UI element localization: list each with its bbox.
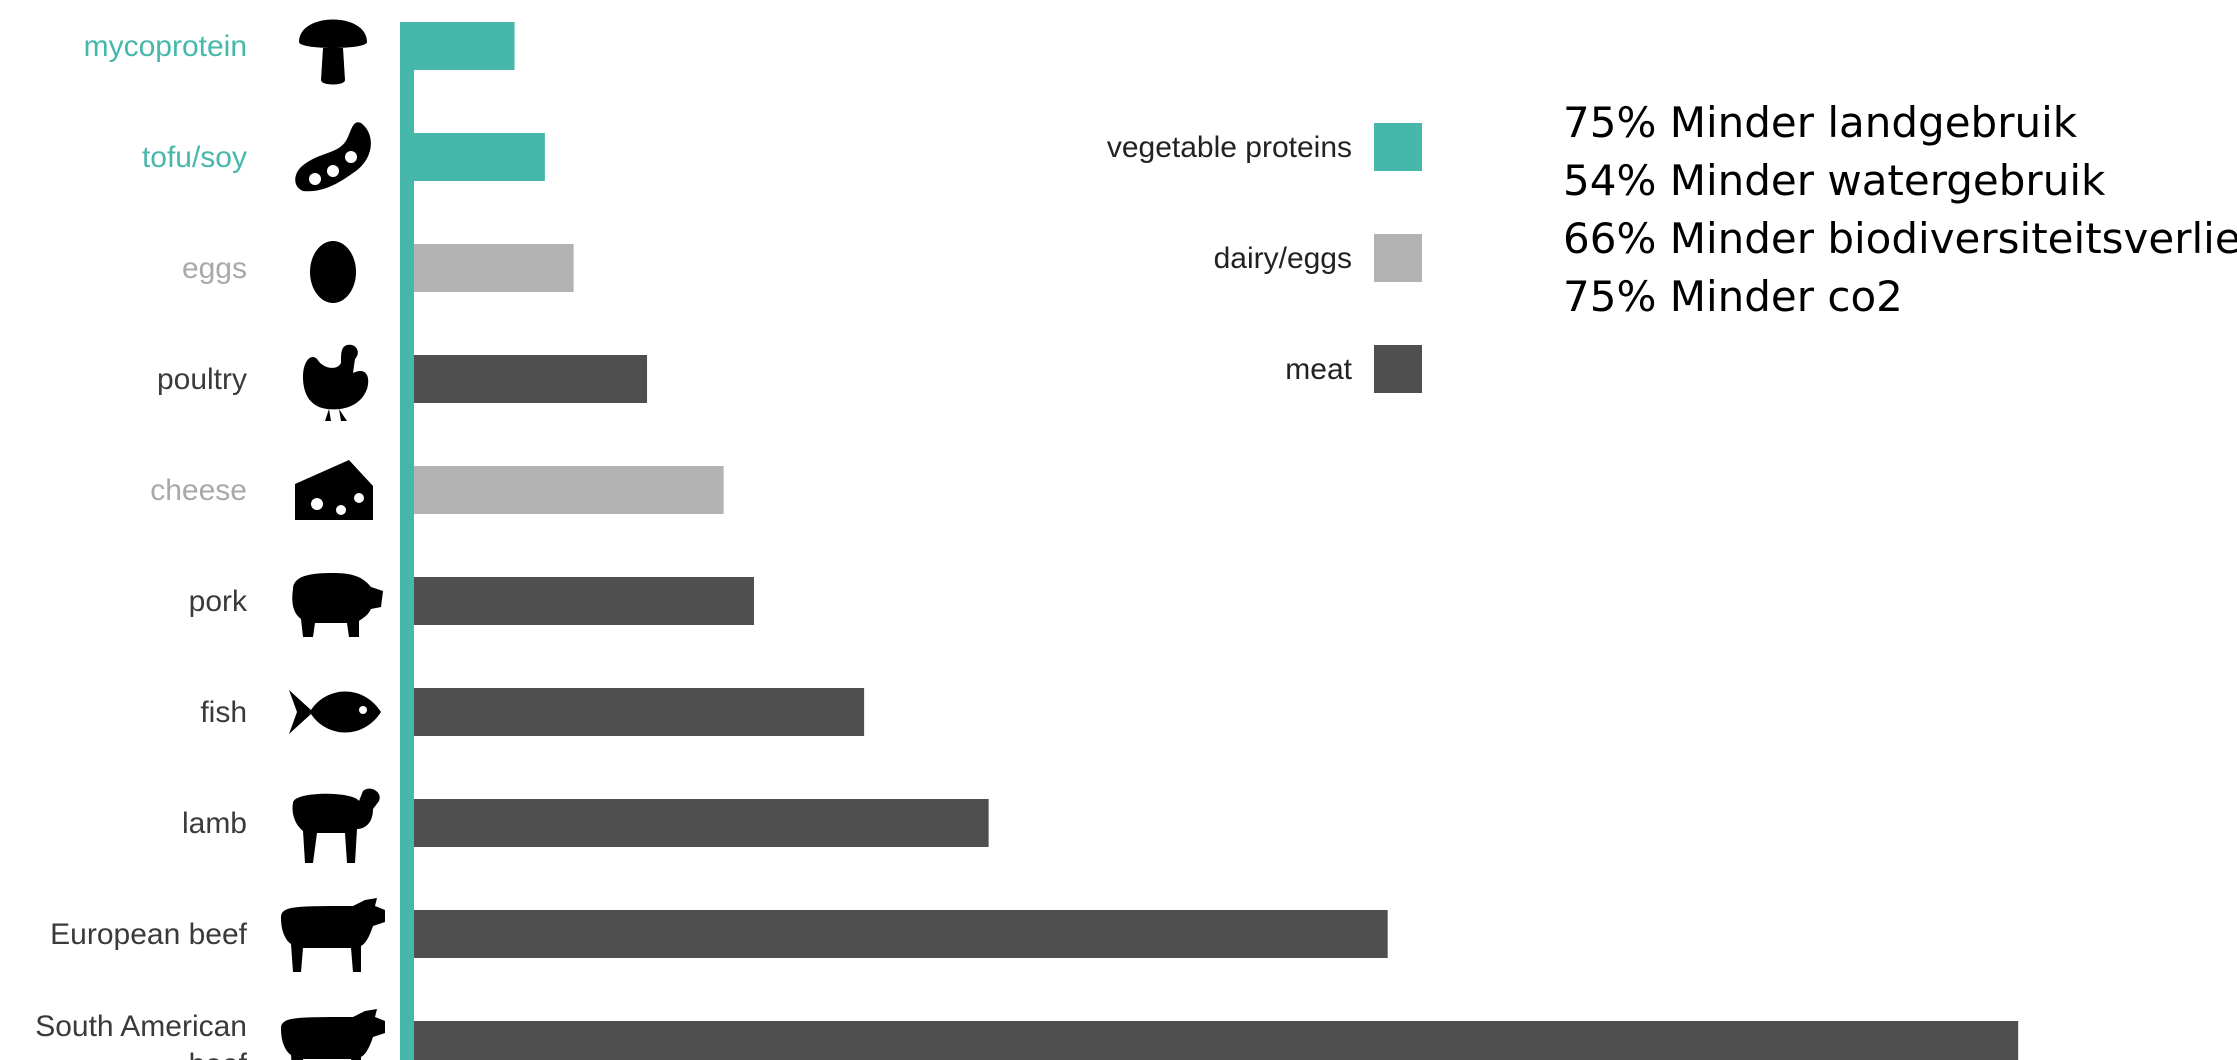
bar-tofu-soy <box>414 133 545 181</box>
note-line: 75% Minder co2 <box>1563 272 1903 321</box>
bar-fish <box>414 688 865 736</box>
summary-notes: 75% Minder landgebruik 54% Minder waterge… <box>1563 94 2237 326</box>
note-line: 75% Minder landgebruik <box>1563 98 2078 147</box>
egg-icon <box>310 241 356 303</box>
pig-icon <box>292 573 383 637</box>
cow-icon <box>281 898 385 972</box>
mushroom-icon <box>299 19 367 85</box>
category-label: mycoprotein <box>84 30 247 63</box>
bar-mycoprotein <box>414 22 515 70</box>
bar-pork <box>414 577 754 625</box>
bar-lamb <box>414 799 989 847</box>
category-label: eggs <box>182 252 247 285</box>
note-line: 54% Minder watergebruik <box>1563 156 2106 205</box>
bar-south-american-beef <box>414 1021 2019 1060</box>
category-label: lamb <box>182 807 247 840</box>
chicken-icon <box>303 344 369 421</box>
category-label: cheese <box>150 474 247 507</box>
legend-swatch <box>1374 123 1422 171</box>
fish-icon <box>289 690 381 734</box>
category-label: pork <box>189 585 248 618</box>
legend-swatch <box>1374 234 1422 282</box>
category-label: South Americanbeef <box>35 1010 247 1060</box>
bar-eggs <box>414 244 574 292</box>
bar-poultry <box>414 355 648 403</box>
legend-label: dairy/eggs <box>1214 242 1352 275</box>
soybean-icon <box>295 122 371 192</box>
bar-european-beef <box>414 910 1388 958</box>
legend-label: meat <box>1285 353 1352 386</box>
legend-label: vegetable proteins <box>1107 131 1352 164</box>
category-label: fish <box>200 696 247 729</box>
category-label: poultry <box>157 363 247 396</box>
y-axis-line <box>400 22 414 1060</box>
sheep-icon <box>292 788 380 863</box>
category-label: European beef <box>50 918 247 951</box>
category-label: tofu/soy <box>142 141 247 174</box>
legend-swatch <box>1374 345 1422 393</box>
note-line: 66% Minder biodiversiteitsverlies <box>1563 214 2237 263</box>
bar-cheese <box>414 466 724 514</box>
cow-icon <box>281 1009 385 1060</box>
cheese-icon <box>295 460 373 520</box>
